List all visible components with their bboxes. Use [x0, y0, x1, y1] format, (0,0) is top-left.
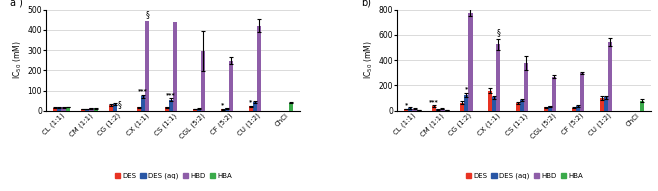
Bar [492, 97, 496, 111]
Bar [61, 107, 66, 111]
Text: ***: *** [429, 99, 439, 104]
Bar [544, 107, 548, 111]
Bar [445, 110, 449, 111]
Bar [85, 109, 89, 111]
Text: *: * [465, 87, 468, 91]
Y-axis label: IC$_{50}$ (mM): IC$_{50}$ (mM) [363, 41, 376, 79]
Bar [496, 44, 501, 111]
Bar [572, 108, 576, 111]
Legend: DES, DES (aq), HBD, HBA: DES, DES (aq), HBD, HBA [114, 173, 232, 180]
Bar [193, 109, 197, 111]
Bar [460, 103, 464, 111]
Bar [413, 108, 417, 111]
Bar [468, 13, 472, 111]
Bar [89, 108, 93, 111]
Bar [552, 77, 557, 111]
Bar [440, 108, 445, 111]
Text: a ): a ) [11, 0, 23, 7]
Text: §: § [118, 100, 121, 109]
Bar [169, 100, 173, 111]
Bar [520, 100, 524, 111]
Bar [253, 102, 257, 111]
Bar [220, 109, 225, 111]
Bar [113, 104, 117, 111]
Text: *: * [221, 103, 224, 108]
Y-axis label: IC$_{50}$ (mM): IC$_{50}$ (mM) [12, 41, 24, 79]
Bar [93, 108, 98, 111]
Bar [53, 108, 57, 111]
Bar [599, 98, 604, 111]
Bar [225, 108, 229, 111]
Text: ***: *** [138, 88, 148, 93]
Bar [640, 101, 644, 111]
Bar [464, 95, 468, 111]
Bar [137, 107, 141, 111]
Bar [417, 110, 421, 111]
Bar [516, 103, 520, 111]
Text: §: § [145, 10, 149, 19]
Bar [229, 61, 234, 111]
Bar [141, 96, 145, 111]
Bar [576, 106, 580, 111]
Text: b): b) [361, 0, 372, 7]
Bar [201, 51, 205, 111]
Bar [432, 106, 436, 111]
Text: §: § [496, 28, 500, 37]
Bar [404, 109, 408, 111]
Bar [436, 109, 440, 111]
Bar [488, 91, 492, 111]
Bar [408, 108, 413, 111]
Bar [66, 107, 70, 111]
Text: *: * [405, 102, 408, 107]
Bar [57, 107, 61, 111]
Text: *: * [249, 99, 253, 104]
Bar [548, 106, 552, 111]
Bar [109, 105, 113, 111]
Bar [524, 63, 528, 111]
Bar [81, 109, 85, 111]
Bar [290, 103, 293, 111]
Bar [580, 73, 584, 111]
Bar [145, 21, 149, 111]
Legend: DES, DES (aq), HBD, HBA: DES, DES (aq), HBD, HBA [465, 173, 583, 180]
Bar [249, 106, 253, 111]
Bar [257, 26, 261, 111]
Bar [608, 42, 613, 111]
Text: ***: *** [166, 92, 176, 97]
Bar [173, 22, 178, 111]
Bar [604, 97, 608, 111]
Bar [165, 107, 169, 111]
Bar [197, 109, 201, 111]
